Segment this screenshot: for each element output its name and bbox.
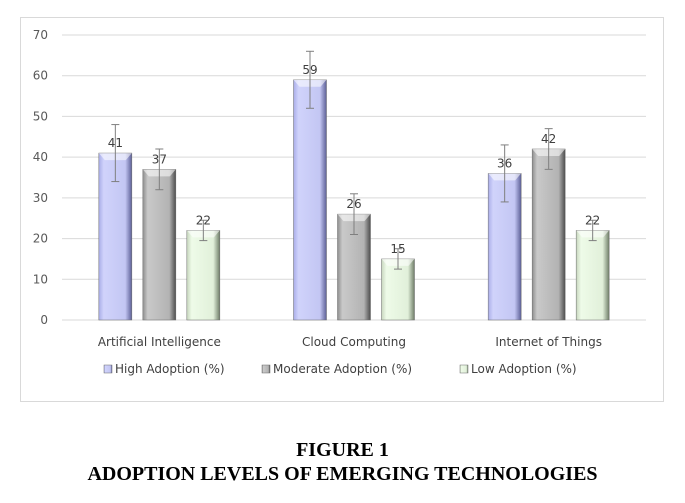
data-label: 15 (390, 242, 405, 256)
legend-item: Low Adoption (%) (459, 362, 577, 376)
y-tick-label: 20 (33, 232, 48, 246)
y-tick-label: 30 (33, 191, 48, 205)
legend-swatch (261, 364, 271, 374)
x-axis-categories: Artificial Intelligence Cloud Computing In… (98, 335, 602, 349)
bar (186, 230, 221, 321)
error-bar (199, 219, 208, 242)
legend-label: Moderate Adoption (%) (273, 362, 412, 376)
legend-item: High Adoption (%) (103, 362, 225, 376)
legend-swatch (459, 364, 469, 374)
figure-caption: FIGURE 1 ADOPTION LEVELS OF EMERGING TEC… (0, 438, 685, 486)
bar (531, 148, 566, 321)
data-label: 59 (302, 63, 317, 77)
y-tick-label: 40 (33, 150, 48, 164)
figure-title: ADOPTION LEVELS OF EMERGING TECHNOLOGIES (87, 463, 598, 485)
error-bar (155, 148, 164, 191)
bar (293, 79, 327, 321)
error-bar (350, 193, 358, 235)
error-bar (588, 219, 597, 242)
data-labels: 41 37 22 59 26 15 36 42 22 (108, 63, 601, 256)
y-axis-ticks: 0 10 20 30 40 50 60 70 (33, 28, 48, 327)
figure-number: FIGURE 1 (296, 439, 389, 461)
legend-swatch (103, 364, 113, 374)
bar-chart: 0 10 20 30 40 50 60 70 41 37 22 59 26 15 36 42 22 Artif… (33, 28, 646, 376)
bar (142, 169, 177, 321)
bar-body (575, 230, 610, 321)
category-label: Internet of Things (495, 335, 602, 349)
legend-label: High Adoption (%) (115, 362, 225, 376)
y-tick-label: 0 (40, 313, 48, 327)
data-label: 36 (497, 156, 512, 170)
data-label: 22 (196, 213, 211, 227)
y-tick-label: 50 (33, 109, 48, 123)
bar-body (293, 79, 327, 321)
error-bars (111, 50, 597, 270)
data-label: 42 (541, 132, 556, 146)
bar-body (531, 148, 566, 321)
category-label: Artificial Intelligence (98, 335, 221, 349)
legend-item: Moderate Adoption (%) (261, 362, 412, 376)
error-bar (111, 124, 120, 183)
data-label: 37 (152, 152, 167, 166)
category-label: Cloud Computing (302, 335, 406, 349)
legend: High Adoption (%) Moderate Adoption (%) Lo… (103, 362, 577, 376)
error-bar (500, 144, 509, 203)
error-bar (306, 50, 314, 109)
y-tick-label: 70 (33, 28, 48, 42)
error-bar (544, 128, 553, 170)
y-tick-label: 10 (33, 272, 48, 286)
data-label: 26 (346, 197, 361, 211)
bar (575, 230, 610, 321)
data-label: 41 (108, 136, 123, 150)
error-bar (394, 248, 402, 270)
y-tick-label: 60 (33, 69, 48, 83)
bar-body (186, 230, 221, 321)
legend-label: Low Adoption (%) (471, 362, 577, 376)
data-label: 22 (585, 213, 600, 227)
bar-body (142, 169, 177, 321)
